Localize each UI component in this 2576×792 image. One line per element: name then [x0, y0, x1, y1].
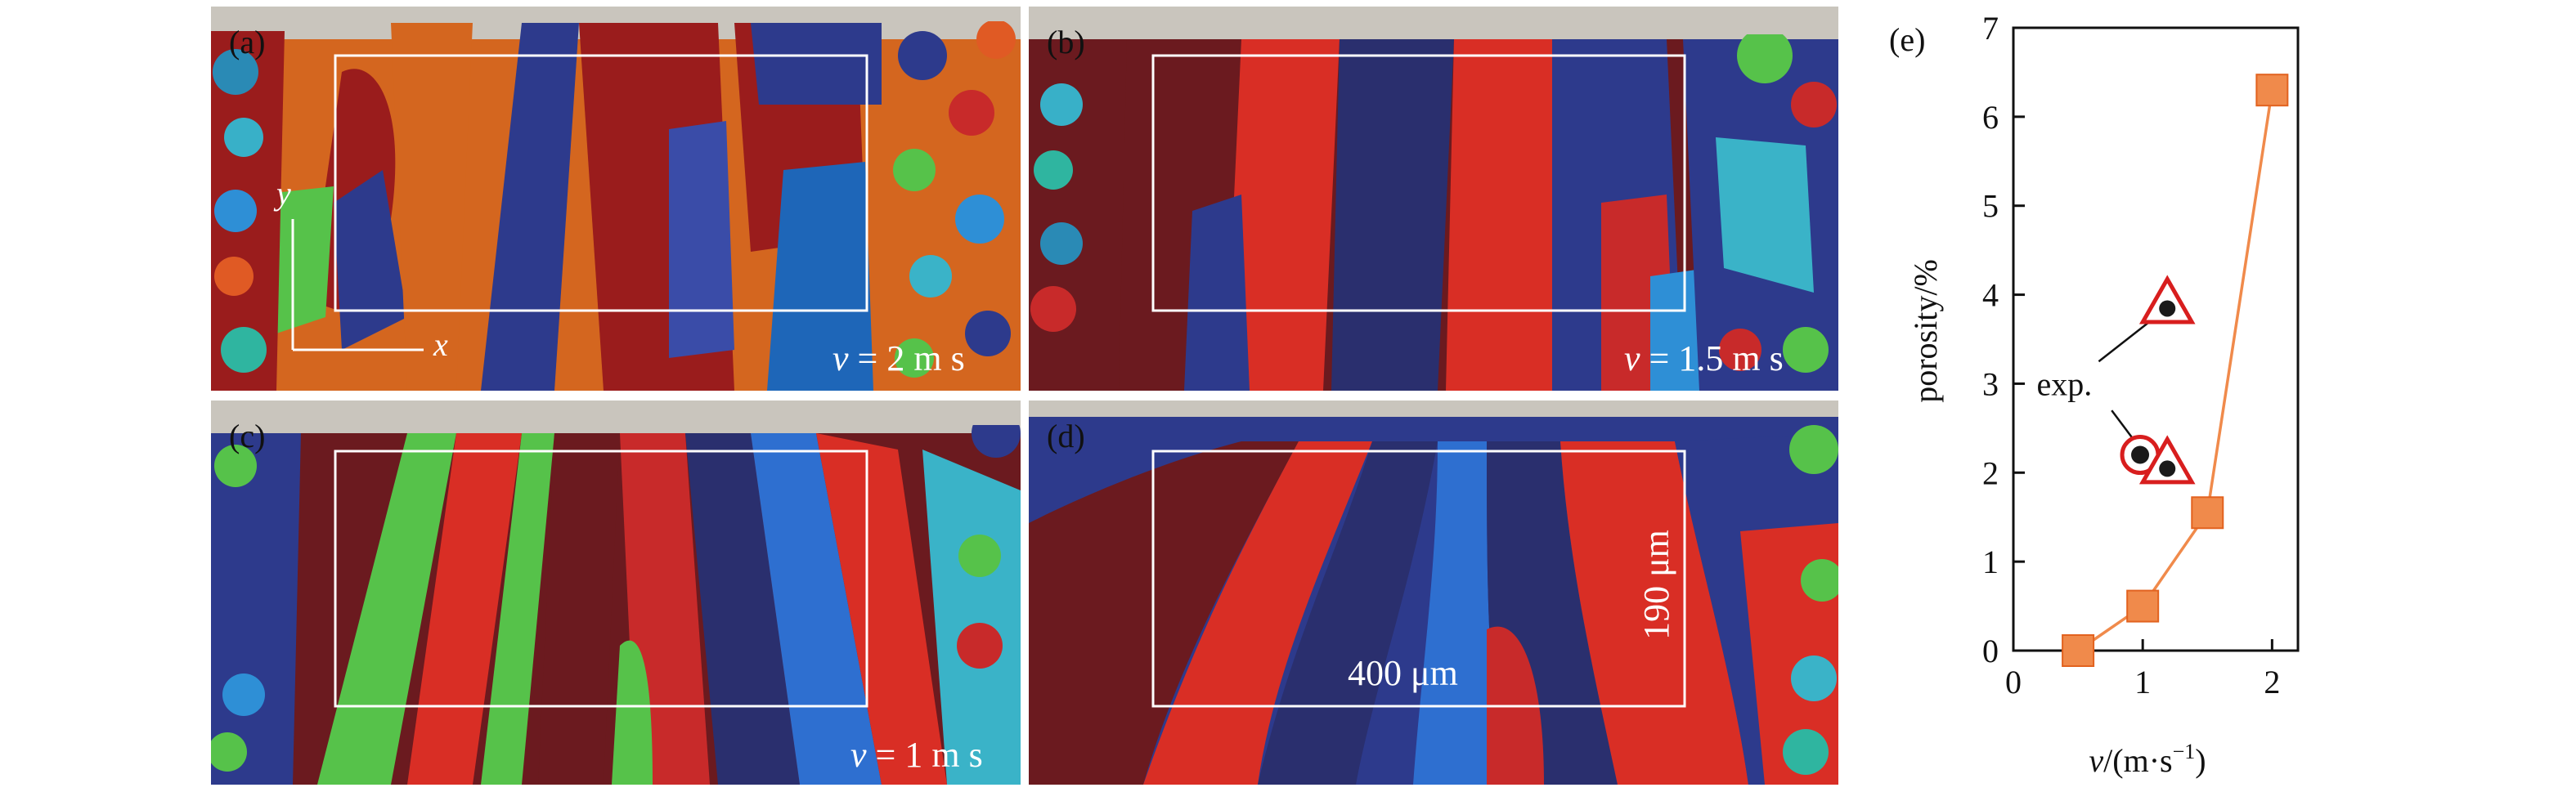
micrograph-panel-b: (b) v = 1.5 m s [1029, 7, 1838, 391]
y-axis-label: porosity/% [1907, 259, 1944, 403]
triangle-core [2159, 460, 2176, 477]
exp-pointer-line-2 [2111, 409, 2136, 442]
velocity-label-c: v = 1 m s [850, 735, 983, 775]
exp-annotation-label: exp. [2036, 365, 2092, 402]
grain-structure-b [1029, 7, 1838, 391]
y-tick-label: 6 [1982, 99, 1999, 136]
chart-panel-label: (e) [1889, 21, 1925, 58]
panel-label-b: (b) [1047, 24, 1085, 60]
micrograph-panel-c: (c) v = 1 m s [211, 400, 1021, 785]
triangle-sample-icon [2138, 435, 2196, 485]
x-axis-label-close: ) [2195, 742, 2206, 779]
y-tick-label: 1 [1982, 544, 1999, 580]
x-axis-label: v/(m·s−1) [2089, 740, 2206, 779]
analysis-box-a [291, 54, 868, 351]
x-axis-label-unit: /(m·s [2103, 742, 2172, 779]
analysis-box-c [334, 450, 868, 708]
y-tick-label: 4 [1982, 277, 1999, 314]
y-tick-label: 3 [1982, 365, 1999, 402]
triangle-core [2159, 300, 2176, 317]
axis-y-label-a: y [276, 175, 291, 212]
y-axis-ticks: 0 1 2 3 4 5 6 7 [1982, 10, 2025, 669]
x-axis-label-var: v [2089, 742, 2103, 779]
grain-structure-c [211, 400, 1021, 785]
scale-bar-height-label: 190 μm [1636, 530, 1676, 640]
y-tick-label: 0 [1982, 633, 1999, 669]
exp-annotation: exp. [2036, 275, 2196, 485]
x-axis-label-exp: −1 [2173, 740, 2196, 763]
y-tick-label: 7 [1982, 10, 1999, 47]
triangle-sample-icon [2138, 275, 2196, 324]
x-tick-label: 2 [2264, 664, 2280, 700]
plot-frame [2012, 26, 2300, 652]
panel-label-c: (c) [229, 418, 266, 454]
panel-label-d: (d) [1047, 418, 1085, 454]
data-point [2126, 589, 2160, 623]
series-line [2077, 89, 2274, 652]
analysis-box-b [1151, 54, 1686, 312]
velocity-label-b: v = 1.5 m s [1624, 338, 1784, 378]
grain-structure-a [211, 7, 1021, 391]
x-tick-label: 1 [2134, 664, 2151, 700]
series-markers [2062, 74, 2289, 667]
panel-label-a: (a) [229, 24, 266, 60]
porosity-chart: (e) 0 1 2 3 4 5 6 7 0 1 2 porosity/% v/(m·s−1) ex… [1889, 10, 2300, 779]
y-tick-label: 5 [1982, 188, 1999, 225]
x-tick-label: 0 [2005, 664, 2022, 700]
x-axis-ticks: 0 1 2 [2005, 639, 2280, 700]
data-point [2062, 634, 2095, 667]
velocity-label-a: v = 2 m s [832, 338, 965, 378]
series-polyline [2077, 89, 2274, 652]
y-tick-label: 2 [1982, 454, 1999, 491]
analysis-box-d [1151, 450, 1686, 708]
circle-core [2131, 445, 2150, 464]
scale-bar-width-label: 400 μm [1348, 653, 1458, 693]
micrograph-panel-a: (a) x y v = 2 m s [211, 7, 1021, 391]
axis-x-label-a: x [433, 326, 448, 363]
data-point [2255, 74, 2289, 107]
grain-structure-d [1029, 400, 1838, 785]
data-point [2191, 496, 2224, 530]
micrograph-panel-d: (d) 400 μm 190 μm [1029, 400, 1838, 785]
exp-pointer-line-1 [2098, 315, 2156, 363]
